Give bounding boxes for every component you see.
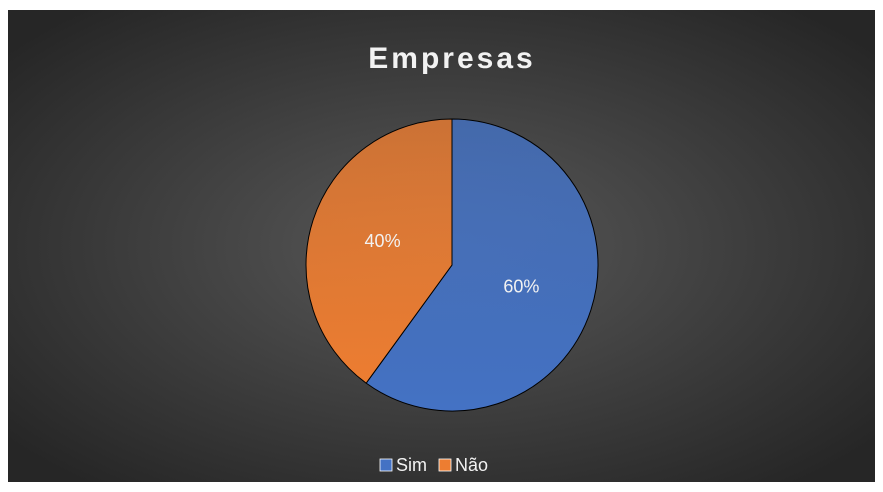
pie-slice <box>365 118 599 412</box>
data-label: 40% <box>365 231 401 251</box>
legend-label: Sim <box>396 455 427 475</box>
legend-label: Não <box>455 455 488 475</box>
data-label: 60% <box>503 276 539 296</box>
legend-swatch <box>379 458 393 472</box>
chart-title: Empresas <box>368 42 535 75</box>
pie-slice <box>305 118 453 384</box>
legend-swatch <box>438 458 452 472</box>
